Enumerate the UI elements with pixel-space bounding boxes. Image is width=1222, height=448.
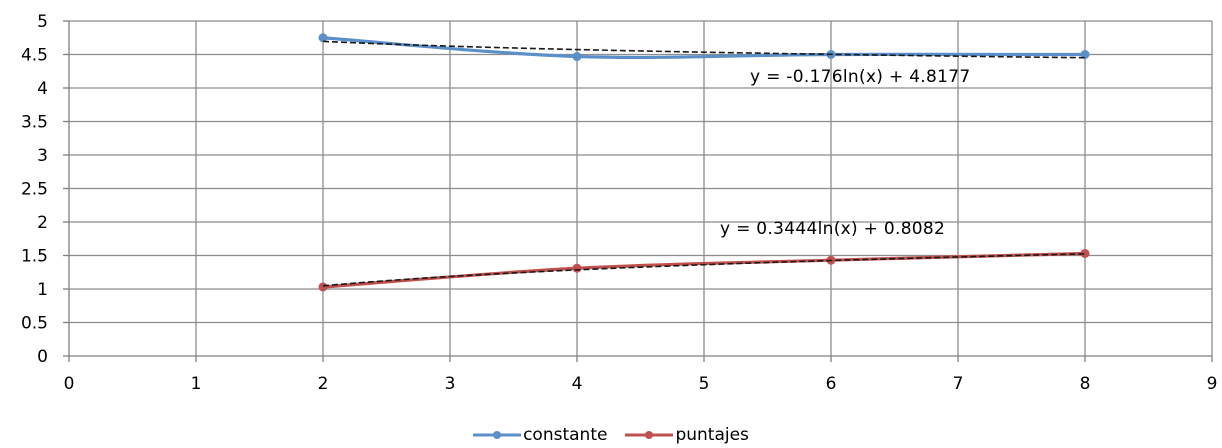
x-axis-ticks: 0 1 2 3 4 5 6 7 8 9 (64, 356, 1218, 394)
y-tick-label: 4 (37, 79, 48, 99)
data-point-puntajes (1080, 248, 1090, 258)
x-tick-label: 3 (445, 374, 456, 394)
y-tick-label: 3 (37, 146, 48, 166)
trendline-constante (322, 40, 1086, 59)
y-tick-label: 4.5 (21, 46, 48, 66)
trendline-layer (322, 40, 1086, 287)
legend-marker-constante (473, 431, 522, 439)
grid-lines (69, 20, 1213, 356)
trendline-puntajes (322, 253, 1086, 287)
trendline-equation-puntajes: y = 0.3444ln(x) + 0.8082 (720, 219, 945, 239)
y-tick-label: 1 (37, 280, 48, 300)
legend-item-puntajes: puntajes (625, 425, 749, 445)
y-tick-label: 5 (37, 12, 48, 32)
line-chart: 0 1 2 3 4 5 6 7 8 9 0 0.5 1 1.5 2 2.5 3 3.5 4 4.5 5 y = -0.… (21, 12, 1218, 394)
data-point-constante (1080, 50, 1090, 59)
trendline-labels: y = -0.176ln(x) + 4.8177 y = 0.3444ln(x) … (720, 67, 970, 239)
data-point-constante (318, 33, 328, 43)
data-point-constante (572, 52, 582, 62)
x-tick-label: 1 (191, 374, 202, 394)
y-tick-label: 2 (37, 213, 48, 233)
legend-label-constante: constante (523, 425, 608, 445)
legend-label-puntajes: puntajes (675, 425, 749, 445)
legend: constante puntajes (0, 422, 1222, 448)
legend-marker-puntajes (625, 431, 674, 439)
y-tick-label: 0.5 (21, 314, 48, 334)
x-tick-label: 8 (1080, 374, 1091, 394)
data-point-puntajes (572, 263, 582, 273)
x-tick-label: 4 (572, 374, 583, 394)
x-tick-label: 0 (64, 374, 75, 394)
y-tick-label: 2.5 (21, 180, 48, 200)
y-tick-label: 1.5 (21, 247, 48, 267)
x-tick-label: 7 (953, 374, 964, 394)
x-tick-label: 2 (318, 374, 329, 394)
data-point-puntajes (318, 282, 328, 292)
y-tick-label: 0 (37, 347, 48, 367)
y-axis-ticks: 0 0.5 1 1.5 2 2.5 3 3.5 4 4.5 5 (21, 12, 69, 367)
x-tick-label: 6 (826, 374, 837, 394)
x-tick-label: 5 (699, 374, 710, 394)
trendline-equation-constante: y = -0.176ln(x) + 4.8177 (750, 67, 970, 87)
series-line-constante (322, 36, 1086, 60)
x-tick-label: 9 (1207, 374, 1218, 394)
y-tick-label: 3.5 (21, 113, 48, 133)
legend-item-constante: constante (473, 425, 607, 445)
